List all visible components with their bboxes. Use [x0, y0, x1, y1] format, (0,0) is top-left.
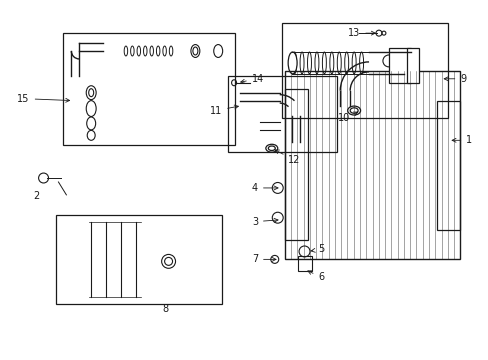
Text: 14: 14: [240, 74, 264, 84]
Text: 12: 12: [275, 150, 300, 165]
Text: 7: 7: [251, 255, 275, 264]
Text: 10: 10: [337, 112, 357, 123]
Bar: [284, 71, 459, 260]
Bar: [56, 215, 222, 304]
Text: 4: 4: [251, 183, 278, 193]
Text: 13: 13: [347, 28, 374, 38]
Text: 9: 9: [443, 74, 466, 84]
Text: 11: 11: [209, 105, 238, 116]
Bar: [436, 100, 459, 230]
Bar: [281, 23, 447, 118]
Text: 3: 3: [251, 217, 278, 227]
Bar: [63, 33, 235, 145]
Bar: [297, 256, 312, 271]
Text: 6: 6: [307, 271, 324, 282]
Bar: [228, 76, 337, 152]
Text: 8: 8: [162, 304, 168, 314]
Text: 2: 2: [33, 191, 40, 201]
Bar: [406, 48, 418, 83]
Text: 15: 15: [17, 94, 69, 104]
Ellipse shape: [287, 52, 297, 74]
Text: 1: 1: [451, 135, 471, 145]
Bar: [388, 48, 410, 83]
Text: 5: 5: [310, 244, 324, 255]
Bar: [284, 89, 307, 239]
